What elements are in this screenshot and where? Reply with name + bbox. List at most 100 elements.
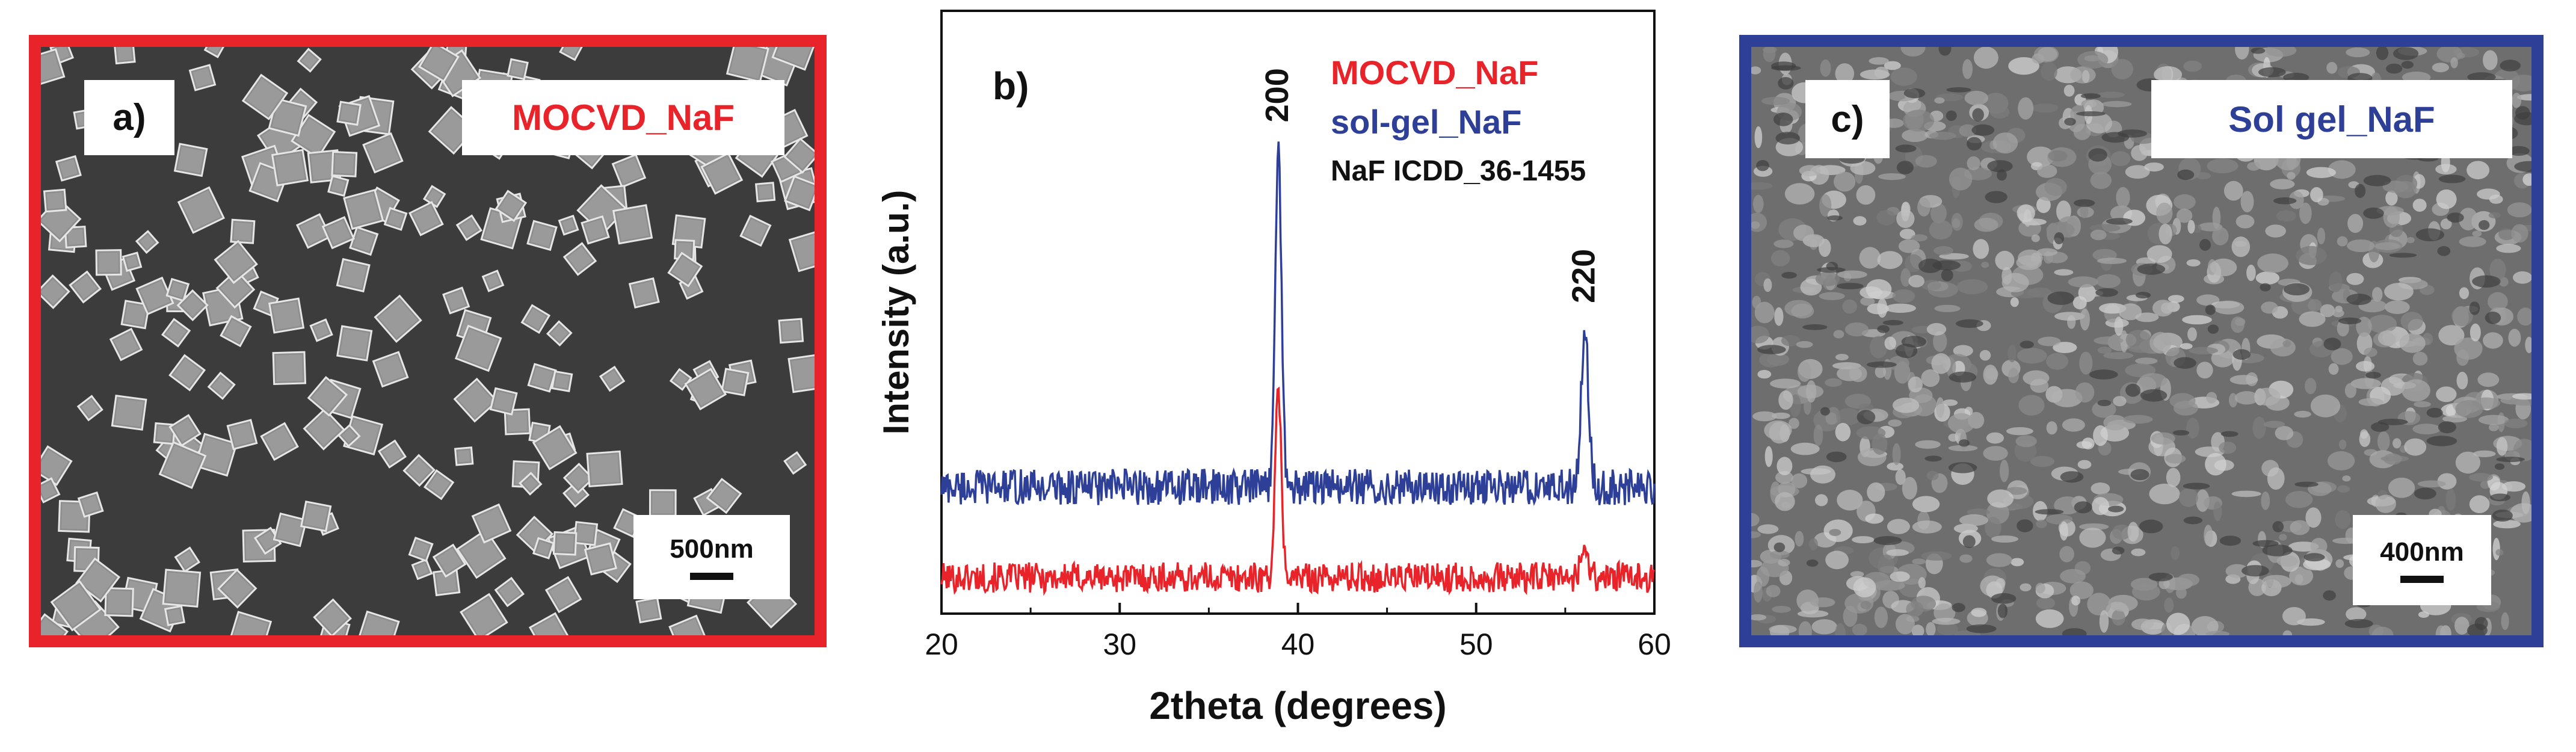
grain [1877,251,1903,270]
grain [2048,150,2068,162]
grain [2008,368,2019,383]
grain [2149,331,2172,354]
grain [1806,380,1817,403]
grain [1953,345,1973,357]
grain [1761,97,1790,105]
grain [2412,351,2428,366]
grain [2394,180,2417,199]
grain [1842,299,1857,314]
scale-bar-a: 500nm [633,515,790,599]
grain [1949,167,1973,191]
grain [2023,370,2050,386]
nanocube [456,528,507,579]
grain [1835,623,1846,635]
grain [2337,320,2349,337]
nanocube [168,414,202,447]
pore [2507,146,2530,156]
nanocube [726,47,769,83]
grain [2016,255,2042,270]
grain [1931,353,1951,374]
grain [2072,296,2087,310]
grain [2035,582,2045,594]
grain [2187,327,2197,342]
grain [2165,454,2186,464]
grain [1991,535,2019,543]
grain [2276,555,2299,567]
grain [1912,496,1940,513]
grain [2388,477,2415,498]
pore [1946,87,1971,93]
nanocube [362,132,404,174]
grain [2080,203,2089,218]
grain [1770,378,1801,389]
grain [1895,469,1906,485]
grain [1775,492,1795,511]
grain [1798,621,1812,635]
pore [2095,288,2118,297]
grain [2018,97,2034,120]
pore [2135,292,2151,299]
grain [1791,473,1808,488]
grain [2368,315,2397,333]
grain [1772,606,1792,613]
pore [2414,487,2436,500]
grain [2131,548,2146,556]
grain [2496,244,2521,253]
grain [2069,581,2094,599]
grain [1867,482,1885,502]
nanocube [272,351,307,386]
nanocube [41,445,73,486]
grain [2406,237,2415,244]
grain [2132,583,2160,601]
grain [2254,387,2281,406]
nanocube [611,153,647,188]
grain [2247,162,2261,171]
pore [1757,345,1786,354]
nanocube [562,463,594,494]
grain [1835,423,1851,442]
nanocube [349,226,379,256]
pore [2438,174,2466,183]
grain [1751,66,1761,75]
grain [1804,398,1811,415]
grain [2060,569,2086,584]
grain [2044,177,2067,196]
pore [2074,199,2095,207]
pore [1882,319,1903,325]
pore [1946,110,1957,121]
grain [2086,112,2112,134]
x-axis-label: 2theta (degrees) [1149,684,1446,727]
grain [1798,362,1812,382]
grain [1757,524,1779,534]
grain [1971,608,1987,617]
grain [1850,161,1876,175]
grain [2096,274,2121,288]
grain [1869,336,1888,359]
grain [1753,194,1764,213]
grain [2114,316,2124,336]
grain [2207,158,2239,174]
grain [1790,442,1820,455]
pore [2438,421,2456,434]
grain [1956,279,1988,295]
grain [2285,491,2313,508]
grain [2383,206,2400,228]
nanocube [562,242,597,276]
pore [2376,47,2389,60]
grain [2235,47,2249,60]
grain [1908,376,1923,393]
grain [1948,433,1959,442]
grain [1981,262,1989,268]
pore [2303,553,2325,562]
x-tick-label: 30 [1103,627,1136,661]
grain [1934,97,1945,104]
pore [1932,260,1961,271]
grain [2489,258,2506,281]
grain [2180,343,2193,350]
grain [2346,47,2370,58]
grain [1775,471,1793,484]
pore [2207,324,2219,334]
grain [2037,164,2057,178]
grain [2384,283,2414,301]
grain [1986,432,2004,444]
